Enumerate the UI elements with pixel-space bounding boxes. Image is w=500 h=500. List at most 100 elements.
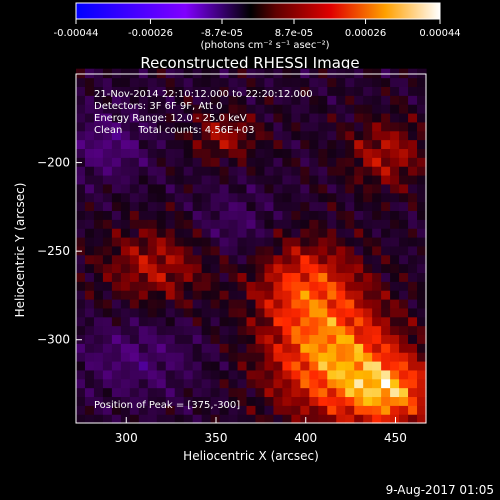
heatmap-cell	[246, 112, 257, 123]
heatmap-cell	[381, 104, 391, 114]
heatmap-cell	[76, 263, 86, 274]
heatmap-cell	[156, 387, 167, 398]
heatmap-cell	[255, 369, 266, 380]
heatmap-cell	[390, 414, 400, 424]
heatmap-cell	[138, 77, 149, 87]
heatmap-cell	[183, 210, 194, 220]
heatmap-cell	[76, 148, 86, 158]
heatmap-cell	[201, 290, 212, 300]
heatmap-cell	[201, 369, 212, 380]
heatmap-cell	[147, 95, 158, 105]
heatmap-cell	[129, 201, 140, 212]
heatmap-cell	[390, 254, 400, 265]
heatmap-cell	[111, 68, 122, 79]
heatmap-cell	[192, 254, 203, 265]
heatmap-cell	[354, 290, 364, 300]
heatmap-cell	[255, 201, 266, 212]
heatmap-cell	[192, 352, 203, 362]
heatmap-cell	[264, 112, 275, 123]
heatmap-cell	[138, 104, 149, 114]
heatmap-cell	[255, 228, 266, 238]
heatmap-cell	[354, 369, 364, 380]
heatmap-cell	[390, 307, 400, 318]
heatmap-cell	[246, 352, 257, 362]
heatmap-cell	[291, 228, 301, 238]
heatmap-cell	[372, 307, 382, 318]
heatmap-cell	[165, 166, 176, 176]
heatmap-cell	[255, 174, 266, 185]
heatmap-cell	[399, 263, 409, 274]
heatmap-cell	[282, 121, 292, 132]
heatmap-cell	[354, 414, 364, 424]
heatmap-cell	[120, 77, 131, 87]
heatmap-cell	[165, 414, 176, 424]
heatmap-cell	[363, 414, 373, 424]
heatmap-cell	[102, 245, 113, 256]
heatmap-cell	[300, 77, 310, 87]
heatmap-cell	[156, 369, 167, 380]
heatmap-cell	[336, 272, 346, 282]
heatmap-cell	[102, 210, 113, 220]
heatmap-cell	[264, 139, 275, 150]
heatmap-cell	[300, 343, 310, 353]
heatmap-cell	[93, 414, 104, 424]
heatmap-cell	[210, 121, 221, 132]
heatmap-cell	[309, 334, 319, 344]
heatmap-cell	[156, 254, 167, 265]
heatmap-cell	[228, 77, 239, 87]
heatmap-cell	[273, 236, 284, 247]
heatmap-cell	[219, 112, 230, 123]
heatmap-cell	[399, 112, 409, 123]
heatmap-cell	[309, 414, 319, 424]
heatmap-cell	[336, 192, 346, 203]
heatmap-cell	[318, 166, 328, 176]
heatmap-cell	[363, 245, 373, 256]
heatmap-cell	[201, 263, 212, 274]
heatmap-cell	[381, 281, 391, 291]
y-axis-ticks: −200−250−300	[37, 156, 82, 347]
heatmap-cell	[336, 95, 346, 105]
heatmap-cell	[228, 121, 239, 132]
heatmap-cell	[192, 183, 203, 194]
heatmap-cell	[264, 352, 275, 362]
heatmap-cell	[237, 396, 248, 406]
heatmap-cell	[327, 325, 337, 336]
heatmap-cell	[138, 112, 149, 123]
heatmap-cell	[291, 121, 301, 132]
heatmap-cell	[111, 360, 122, 371]
heatmap-cell	[354, 352, 364, 362]
heatmap-cell	[219, 228, 230, 238]
heatmap-cell	[219, 378, 230, 389]
heatmap-cell	[102, 228, 113, 238]
heatmap-cell	[165, 325, 176, 336]
heatmap-cell	[282, 387, 292, 398]
heatmap-cell	[408, 360, 418, 371]
heatmap-cell	[273, 343, 284, 353]
heatmap-cell	[372, 104, 382, 114]
heatmap-cell	[174, 405, 185, 415]
heatmap-cell	[318, 104, 328, 114]
heatmap-cell	[201, 396, 212, 406]
heatmap-cell	[102, 334, 113, 344]
heatmap-cell	[363, 95, 373, 105]
heatmap-cell	[300, 360, 310, 371]
heatmap-cell	[318, 316, 328, 327]
heatmap-cell	[201, 325, 212, 336]
heatmap-cell	[138, 369, 149, 380]
heatmap-cell	[336, 228, 346, 238]
heatmap-cell	[147, 104, 158, 114]
heatmap-cell	[336, 405, 346, 415]
heatmap-cell	[237, 139, 248, 150]
heatmap-cell	[111, 174, 122, 185]
heatmap-cell	[417, 210, 427, 220]
heatmap-cell	[318, 290, 328, 300]
heatmap-cell	[273, 77, 284, 87]
heatmap-cell	[336, 414, 346, 424]
heatmap-cell	[165, 369, 176, 380]
heatmap-cell	[246, 166, 257, 176]
heatmap-cell	[363, 316, 373, 327]
heatmap-cell	[192, 210, 203, 220]
heatmap-cell	[300, 192, 310, 203]
heatmap-cell	[300, 316, 310, 327]
heatmap-cell	[102, 378, 113, 389]
